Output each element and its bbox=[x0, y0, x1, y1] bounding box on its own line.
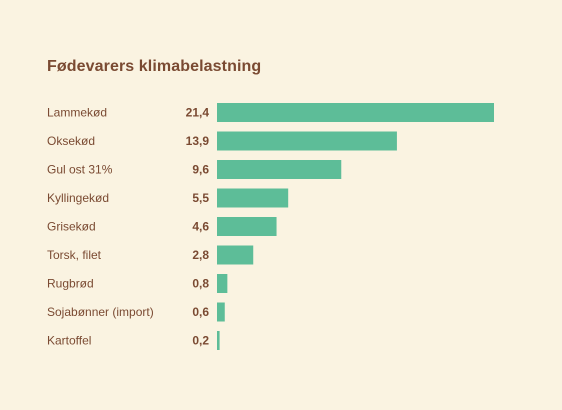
value-label: 4,6 bbox=[192, 220, 209, 234]
value-label: 0,8 bbox=[192, 277, 209, 291]
bar bbox=[217, 245, 254, 265]
bar bbox=[217, 302, 225, 322]
bar bbox=[217, 131, 397, 151]
category-label: Oksekød bbox=[47, 134, 95, 148]
category-label: Lammekød bbox=[47, 106, 107, 120]
category-label: Grisekød bbox=[47, 220, 96, 234]
category-label: Sojabønner (import) bbox=[47, 305, 154, 319]
value-label: 5,5 bbox=[192, 191, 209, 205]
value-label: 9,6 bbox=[192, 163, 209, 177]
category-label: Gul ost 31% bbox=[47, 163, 113, 177]
bar bbox=[217, 188, 289, 208]
value-label: 0,2 bbox=[192, 334, 209, 348]
category-label: Rugbrød bbox=[47, 277, 94, 291]
bar bbox=[217, 274, 228, 293]
bar bbox=[217, 103, 494, 122]
bar bbox=[217, 331, 220, 350]
category-label: Kartoffel bbox=[47, 334, 91, 348]
category-label: Kyllingekød bbox=[47, 191, 109, 205]
category-label: Torsk, filet bbox=[47, 248, 102, 262]
value-label: 0,6 bbox=[192, 305, 209, 319]
value-label: 13,9 bbox=[186, 134, 210, 148]
bar bbox=[217, 217, 277, 236]
value-label: 21,4 bbox=[186, 106, 210, 120]
bar bbox=[217, 160, 342, 179]
chart-title: Fødevarers klimabelastning bbox=[47, 58, 262, 75]
value-label: 2,8 bbox=[192, 248, 209, 262]
